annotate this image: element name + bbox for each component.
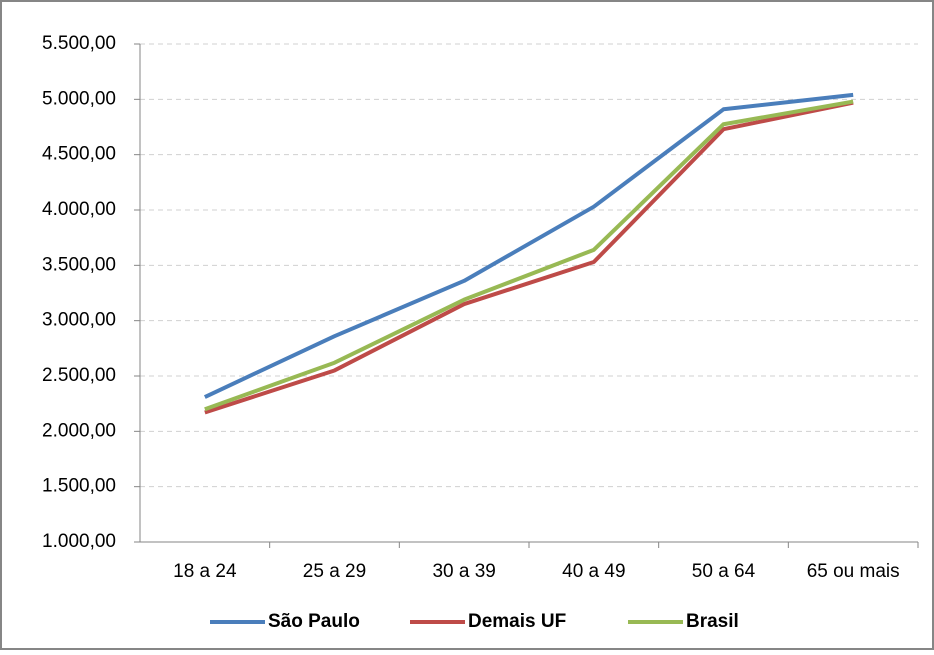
- y-tick-label: 1.000,00: [42, 531, 116, 552]
- legend-label: São Paulo: [268, 611, 360, 632]
- x-tick-label: 25 a 29: [303, 561, 366, 582]
- legend-label: Demais UF: [468, 611, 566, 632]
- y-tick-label: 5.000,00: [42, 88, 116, 109]
- y-tick-label: 3.000,00: [42, 310, 116, 331]
- y-tick-label: 4.000,00: [42, 199, 116, 220]
- y-tick-label: 2.000,00: [42, 420, 116, 441]
- y-tick-label: 1.500,00: [42, 476, 116, 497]
- x-tick-label: 50 a 64: [692, 561, 756, 582]
- data-line: [204, 99, 854, 412]
- x-tick-label: 18 a 24: [173, 561, 237, 582]
- legend-label: Brasil: [686, 611, 739, 632]
- y-tick-label: 3.500,00: [42, 254, 116, 275]
- data-line: [204, 100, 854, 415]
- x-tick-label: 65 ou mais: [807, 561, 900, 582]
- y-tick-label: 4.500,00: [42, 144, 116, 165]
- y-tick-label: 2.500,00: [42, 365, 116, 386]
- data-line: [203, 92, 854, 399]
- y-tick-label: 5.500,00: [42, 33, 116, 54]
- x-tick-label: 30 a 39: [432, 561, 495, 582]
- x-tick-label: 40 a 49: [562, 561, 625, 582]
